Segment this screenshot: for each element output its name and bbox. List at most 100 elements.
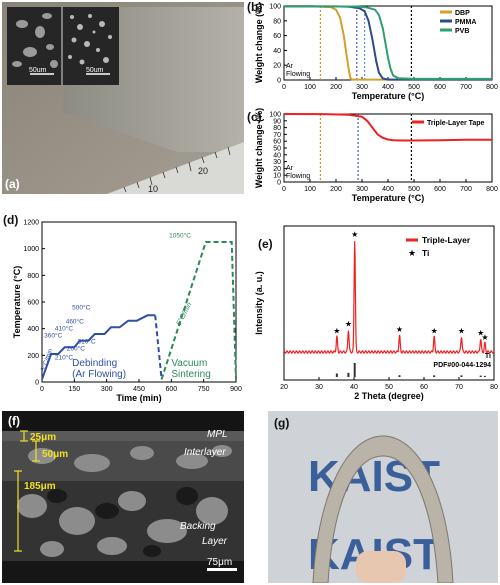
x-tick-label: 600	[434, 186, 446, 193]
peak-marker: ★	[333, 326, 340, 335]
x-tick-label: 800	[486, 186, 498, 193]
y-tick-label: 90	[273, 118, 281, 125]
series-line	[160, 241, 237, 380]
y-tick-label: 1000	[23, 246, 39, 253]
y-tick-label: 50	[273, 146, 281, 153]
y-tick-label: 30	[273, 159, 281, 166]
backing-layer-label: Backing Layer	[180, 521, 228, 547]
panel-label: (g)	[274, 416, 290, 430]
rate-label: 5°C/min	[39, 347, 55, 372]
interlayer-label: Interlayer	[184, 447, 226, 458]
panel-label: (a)	[5, 177, 20, 191]
sem-inset: 50um 50um	[7, 7, 119, 85]
x-tick-label: 700	[460, 186, 472, 193]
y-tick-label: 0	[277, 180, 281, 187]
peak-marker: ★	[477, 329, 484, 338]
x-tick-label: 20	[280, 384, 288, 391]
dim-label-185: 185μm	[24, 481, 56, 492]
step-label: 500°C	[72, 303, 90, 311]
region-label: Debinding	[72, 358, 117, 369]
x-tick-label: 300	[101, 386, 113, 393]
y-tick-label: 100	[269, 112, 281, 119]
panel-b: 0 100 200 300 400 500 600 700 800 0 20 40 60 80 100 Tem…	[246, 0, 500, 108]
y-axis-label: Weight change (%)	[254, 3, 264, 83]
y-tick-label: 10	[273, 173, 281, 180]
panel-e: 20 30 40 50 60 70 80 2 Theta (degree) Intensity …	[246, 212, 500, 412]
legend-label: Ti	[422, 248, 429, 258]
series-line	[283, 241, 495, 355]
x-tick-label: 30	[315, 384, 323, 391]
x-axis-label: Temperature (°C)	[352, 193, 424, 203]
panel-label: (d)	[3, 213, 19, 227]
panel-label: (f)	[8, 414, 20, 428]
step-label: 310°C	[78, 337, 96, 345]
y-tick-label: 80	[273, 18, 281, 25]
x-tick-label: 40	[350, 384, 358, 391]
y-tick-label: 1200	[23, 220, 39, 227]
x-tick-label: 450	[133, 386, 145, 393]
panel-d: 0 150 300 450 600 750 900 0 200 400 600 800 1000 1200…	[0, 212, 244, 412]
y-tick-label: 800	[27, 273, 39, 280]
y-tick-label: 60	[273, 33, 281, 40]
x-tick-label: 0	[282, 84, 286, 91]
y-axis-label: Weight change (%)	[254, 108, 264, 188]
y-tick-label: 400	[27, 326, 39, 333]
series-line	[154, 315, 163, 380]
panel-c: 0 100 200 300 400 500 600 700 800 0 10 20 30 40 50 60 70…	[246, 108, 500, 208]
tga-tape-chart: 0 100 200 300 400 500 600 700 800 010203040506070…	[254, 108, 498, 203]
peak-marker: ★	[396, 325, 403, 334]
x-tick-label: 900	[230, 386, 242, 393]
series-line	[284, 5, 492, 81]
x-tick-label: 300	[356, 84, 368, 91]
region-label: Vacuum	[171, 358, 207, 369]
y-tick-label: 20	[273, 63, 281, 70]
series-line	[283, 5, 492, 80]
x-tick-label: 750	[198, 386, 210, 393]
x-tick-label: 200	[330, 84, 342, 91]
fingers	[356, 551, 406, 583]
peak-marker: ★	[481, 333, 488, 342]
scale-bar-right: 50um	[86, 67, 104, 74]
reference-name: Ti	[485, 353, 491, 360]
step-label: 460°C	[66, 317, 84, 325]
plot-frame	[283, 225, 495, 381]
step-label: 260°C	[67, 345, 85, 353]
step-label: 410°C	[55, 325, 73, 333]
tga-components-chart: 0 100 200 300 400 500 600 700 800 0 20 40 60 80 100 Tem…	[254, 3, 498, 101]
y-tick-label: 100	[269, 4, 281, 11]
bent-tape-photo: KAIST KAIST	[268, 411, 498, 583]
x-tick-label: 100	[304, 186, 316, 193]
annotation-text: Ar	[286, 63, 294, 70]
dim-label-50: 50μm	[42, 449, 68, 460]
series-line	[284, 5, 492, 81]
y-axis-label: Temperature (°C)	[12, 266, 22, 338]
panel-a: 50um 50um 10 20 (a)	[2, 2, 244, 194]
mpl-label: MPL	[207, 429, 228, 440]
y-tick-label: 0	[277, 78, 281, 85]
x-tick-label: 50	[385, 384, 393, 391]
x-tick-label: 60	[420, 384, 428, 391]
x-tick-label: 80	[490, 384, 498, 391]
series-line	[283, 113, 492, 142]
y-tick-label: 70	[273, 132, 281, 139]
step-label: 210°C	[55, 353, 73, 361]
dim-label-25: 25μm	[30, 432, 56, 443]
annotation-text: Ar	[286, 165, 294, 172]
y-tick-label: 40	[273, 152, 281, 159]
scale-bar-left: 50um	[29, 67, 47, 74]
dimension-markers	[14, 430, 40, 552]
bent-tape	[312, 435, 454, 583]
x-tick-label: 150	[68, 386, 80, 393]
scale-bar-label: 75μm	[207, 557, 232, 568]
y-tick-label: 0	[35, 380, 39, 387]
reference-card: PDF#00-044-1294	[433, 362, 491, 369]
x-tick-label: 200	[330, 186, 342, 193]
peak-marker: ★	[351, 230, 358, 239]
ruler-number: 20	[198, 166, 208, 176]
region-label: Sintering	[171, 369, 210, 380]
y-tick-label: 80	[273, 125, 281, 132]
y-axis-label: Intensity (a. u.)	[254, 271, 264, 335]
x-tick-label: 800	[486, 84, 498, 91]
plot-frame	[283, 5, 493, 81]
y-tick-label: 40	[273, 48, 281, 55]
